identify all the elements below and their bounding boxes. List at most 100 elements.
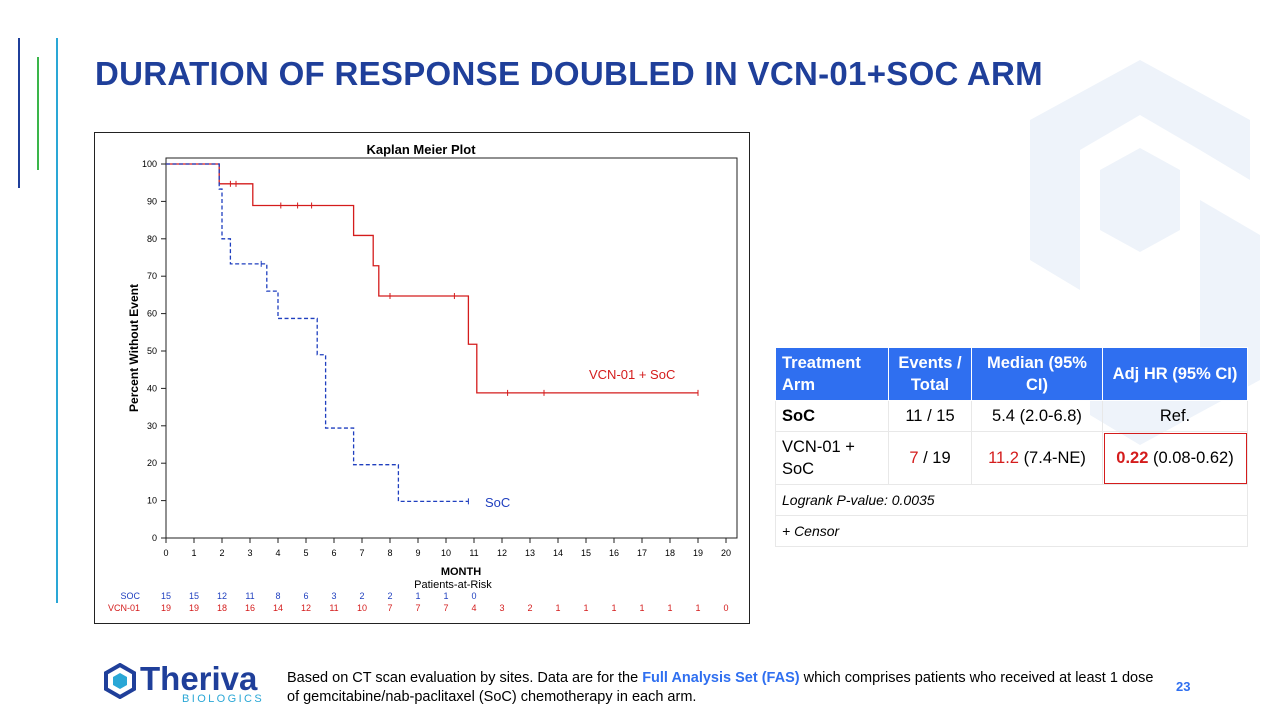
x-tick-label: 6 [331, 548, 336, 558]
kaplan-meier-chart: Kaplan Meier Plot 0 10 20 30 40 50 60 70 80 90 100… [94, 132, 750, 624]
x-tick-label: 20 [721, 548, 731, 558]
accent-line-green [37, 57, 39, 170]
page-number: 23 [1176, 679, 1191, 694]
x-tick-label: 8 [387, 548, 392, 558]
risk-row-label: VCN-01 [108, 603, 140, 613]
x-tick-label: 5 [303, 548, 308, 558]
plot-frame [165, 157, 738, 539]
y-tick-label: 90 [147, 196, 157, 206]
y-tick-label: 40 [147, 383, 157, 393]
risk-value: 2 [359, 591, 364, 601]
risk-value: 1 [611, 603, 616, 613]
events-count: 7 [909, 449, 919, 467]
risk-value: 1 [555, 603, 560, 613]
x-tick-label: 14 [553, 548, 563, 558]
hr-ci: (0.08-0.62) [1153, 449, 1234, 467]
series-label-soc: SoC [485, 495, 510, 510]
risk-value: 7 [443, 603, 448, 613]
risk-value: 15 [189, 591, 199, 601]
risk-value: 16 [245, 603, 255, 613]
y-tick-label: 30 [147, 421, 157, 431]
risk-value: 12 [217, 591, 227, 601]
logo-wordmark: Theriva [140, 660, 258, 697]
risk-row-label: SOC [120, 591, 140, 601]
x-tick-label: 2 [219, 548, 224, 558]
risk-value: 1 [639, 603, 644, 613]
header-adj-hr: Adj HR (95% CI) [1102, 347, 1248, 401]
risk-value: 8 [275, 591, 280, 601]
y-tick-label: 0 [152, 533, 157, 543]
events-total: / 15 [927, 407, 955, 425]
footnote-text-1: Based on CT scan evaluation by sites. Da… [287, 670, 643, 686]
y-tick-label: 100 [142, 159, 157, 169]
hr-value: 0.22 [1116, 449, 1149, 467]
accent-line-cyan [56, 38, 58, 603]
risk-value: 3 [499, 603, 504, 613]
theriva-logo-icon [104, 663, 136, 699]
risk-value: 2 [387, 591, 392, 601]
x-tick-label: 4 [275, 548, 280, 558]
risk-value: 4 [471, 603, 476, 613]
arm-soc: SoC [775, 400, 889, 432]
median-ci: (7.4-NE) [1023, 449, 1086, 467]
series-line-soc [166, 163, 469, 502]
hr-vcn: 0.22 (0.08-0.62) [1102, 431, 1248, 485]
x-tick-label: 12 [497, 548, 507, 558]
table-header-row: Treatment Arm Events / Total Median (95%… [775, 347, 1248, 401]
risk-value: 0 [723, 603, 728, 613]
header-median: Median (95% CI) [971, 347, 1103, 401]
risk-value: 2 [527, 603, 532, 613]
risk-value: 1 [415, 591, 420, 601]
x-tick-label: 10 [441, 548, 451, 558]
header-treatment-arm: Treatment Arm [775, 347, 889, 401]
events-vcn: 7 / 19 [888, 431, 972, 485]
footnote-text-2: which comprises patients who received at… [287, 670, 1154, 705]
median-value: 11.2 [988, 449, 1019, 467]
x-tick-label: 11 [469, 548, 478, 558]
table-row: VCN-01 + SoC 7 / 19 11.2 (7.4-NE) 0.22 (… [775, 431, 1248, 485]
risk-value: 11 [329, 603, 338, 613]
y-axis-label: Percent Without Event [127, 284, 141, 412]
y-tick-label: 50 [147, 346, 157, 356]
series-label-vcn: VCN-01 + SoC [589, 367, 675, 382]
events-total: / 19 [923, 449, 951, 467]
risk-table-title: Patients-at-Risk [414, 579, 492, 591]
x-tick-label: 19 [693, 548, 703, 558]
risk-value: 0 [471, 591, 476, 601]
y-tick-label: 80 [147, 234, 157, 244]
risk-value: 10 [357, 603, 367, 613]
x-axis-label: MONTH [441, 566, 481, 578]
median-soc: 5.4 (2.0-6.8) [971, 400, 1103, 432]
logo-subtitle: BIOLOGICS [182, 693, 265, 705]
risk-value: 1 [695, 603, 700, 613]
risk-value: 11 [245, 591, 254, 601]
footnote-highlight: Full Analysis Set (FAS) [642, 670, 800, 686]
x-tick-label: 1 [191, 548, 196, 558]
x-tick-label: 18 [665, 548, 675, 558]
accent-line-dark [18, 38, 20, 188]
risk-value: 1 [443, 591, 448, 601]
x-tick-label: 15 [581, 548, 591, 558]
table-row: + Censor [775, 515, 1248, 547]
x-tick-label: 3 [247, 548, 252, 558]
x-tick-label: 0 [163, 548, 168, 558]
risk-value: 7 [415, 603, 420, 613]
risk-value: 6 [303, 591, 308, 601]
y-tick-label: 10 [147, 496, 157, 506]
table-row: Logrank P-value: 0.0035 [775, 484, 1248, 516]
risk-value: 1 [583, 603, 588, 613]
events-count: 11 [905, 407, 923, 425]
risk-value: 7 [387, 603, 392, 613]
risk-value: 1 [667, 603, 672, 613]
y-tick-label: 20 [147, 458, 157, 468]
hr-soc: Ref. [1102, 400, 1248, 432]
arm-vcn: VCN-01 + SoC [775, 431, 889, 485]
x-tick-label: 17 [637, 548, 647, 558]
table-row: SoC 11 / 15 5.4 (2.0-6.8) Ref. [775, 400, 1248, 432]
header-events-total: Events / Total [888, 347, 972, 401]
x-tick-label: 16 [609, 548, 619, 558]
risk-value: 3 [331, 591, 336, 601]
y-tick-label: 70 [147, 271, 157, 281]
y-tick-label: 60 [147, 309, 157, 319]
logrank-note: Logrank P-value: 0.0035 [775, 484, 1248, 516]
